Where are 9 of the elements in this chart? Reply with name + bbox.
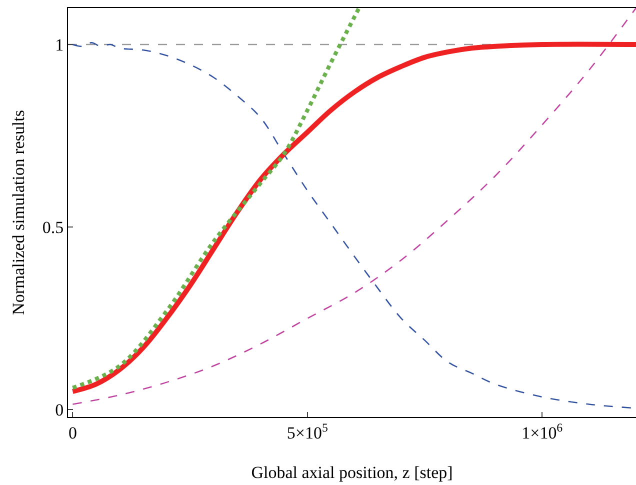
y-tick-label: 1 [55,35,64,54]
y-axis-title: Normalized simulation results [9,110,28,315]
y-tick-label: 0.5 [42,218,64,238]
line-series [70,8,362,390]
x-tick-label: 5×10$^{5}$ [286,420,328,442]
y-tick-label: 0 [55,400,64,420]
x-tick-label: 0 [68,423,77,442]
x-axis-title: Global axial position, z [step] [251,463,453,482]
x-tick-label: 1×10$^{6}$ [522,420,563,442]
